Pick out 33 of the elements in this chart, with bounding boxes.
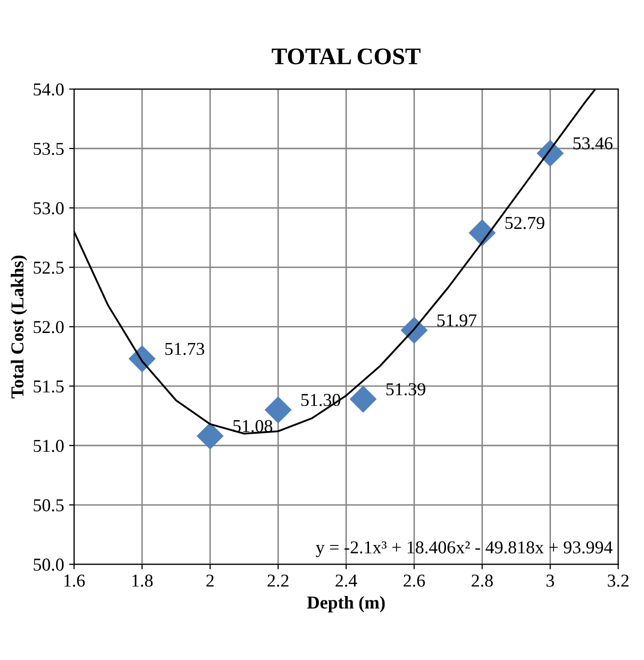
y-tick-label: 51.0 <box>34 440 64 452</box>
y-tick-label: 50.0 <box>34 558 64 571</box>
y-tick-label: 52.5 <box>34 262 64 274</box>
point <box>536 140 564 167</box>
y-tick-label: 53.5 <box>34 142 64 156</box>
y-tick-label: 53.0 <box>34 202 64 214</box>
point <box>400 316 428 344</box>
chart-title: TOTAL COST <box>272 48 420 64</box>
x-tick-label: 3.2 <box>608 574 629 587</box>
x-tick-label: 2.8 <box>472 574 493 587</box>
point <box>468 219 496 246</box>
y-tick-label: 50.5 <box>34 499 64 512</box>
annotation: y = -2.1x³ + 18.406x² - 49.818x + 93.994 <box>316 541 613 558</box>
x-axis-title: Depth (m) <box>307 596 385 612</box>
data-label: 51.30 <box>301 394 340 406</box>
point <box>350 386 377 413</box>
x-tick-label: 2.4 <box>336 574 358 587</box>
data-label: 51.73 <box>165 342 204 356</box>
x-tick-label: 2.2 <box>268 574 288 587</box>
x-tick-label: 2 <box>206 574 214 587</box>
data-label: 51.97 <box>437 314 476 327</box>
data-label: 52.79 <box>505 216 544 230</box>
data-label: 53.46 <box>573 137 613 150</box>
x-tick-label: 1.6 <box>64 574 85 587</box>
y-tick-label: 54.0 <box>34 83 64 96</box>
x-tick-label: 2.6 <box>404 574 425 587</box>
point <box>196 422 224 450</box>
data-label: 51.39 <box>386 383 426 396</box>
x-tick-label: 1.8 <box>132 574 153 587</box>
y-tick-label: 52.0 <box>34 320 64 334</box>
x-tick-label: 3 <box>546 574 554 587</box>
y-axis-title: Total Cost (Lakhs) <box>10 256 28 398</box>
y-tick-label: 51.5 <box>34 380 64 393</box>
